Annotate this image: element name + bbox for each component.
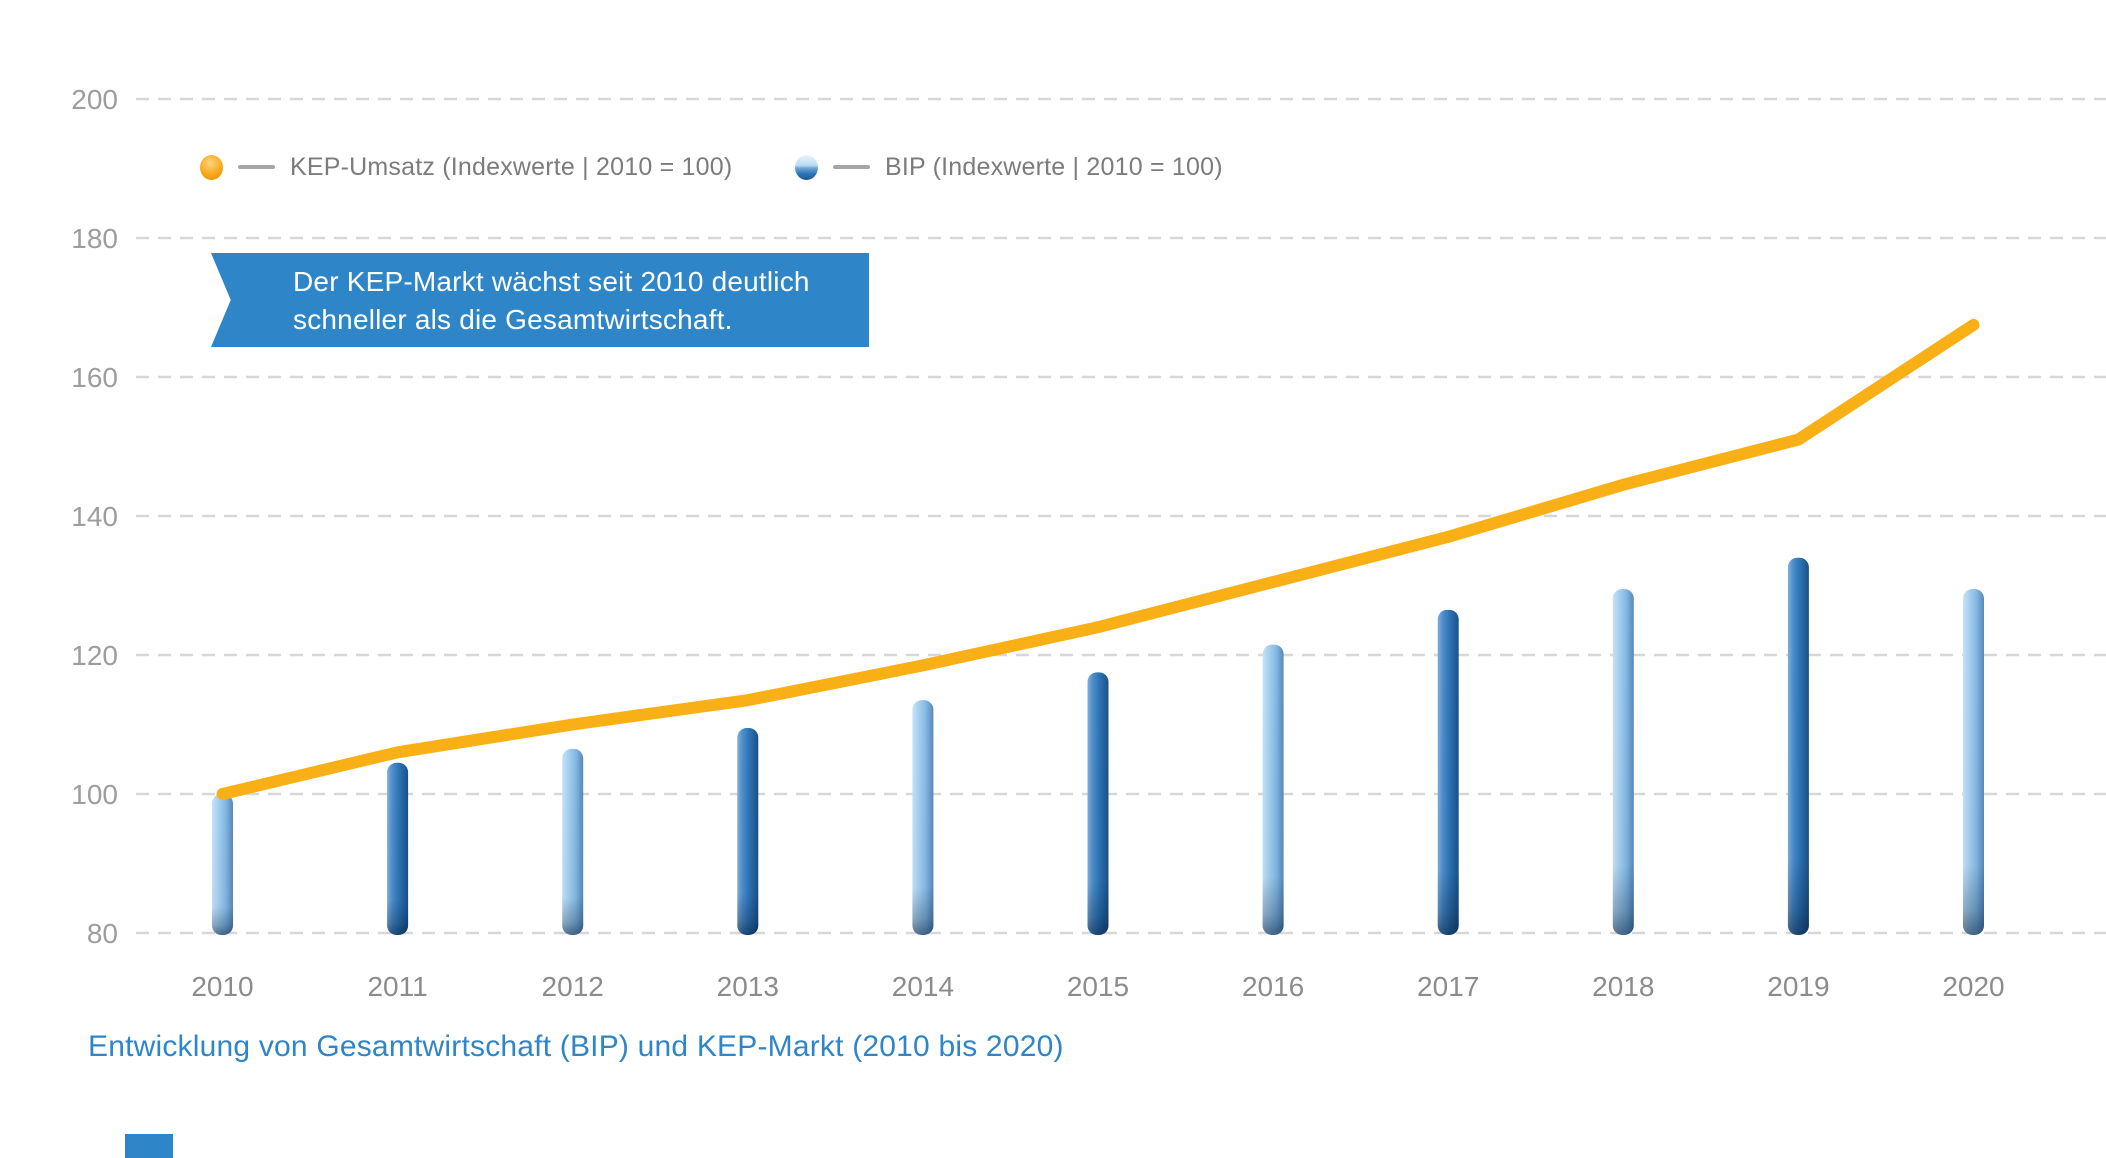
bip-bar-shade — [1087, 672, 1109, 935]
legend-dash-icon — [238, 165, 275, 169]
callout-text-line2: schneller als die Gesamtwirtschaft. — [293, 303, 733, 335]
y-tick-label: 160 — [71, 362, 118, 393]
x-tick-label: 2013 — [717, 971, 779, 1002]
legend-dash-icon — [833, 165, 870, 169]
kep-line — [216, 318, 1980, 800]
kep-sphere-icon — [200, 154, 223, 180]
bip-bar-shade — [1787, 557, 1809, 935]
bip-bar-shade — [1262, 644, 1284, 935]
callout-text-line1: Der KEP-Markt wächst seit 2010 deutlich — [293, 265, 810, 297]
y-tick-label: 180 — [71, 223, 118, 254]
y-tick-label: 200 — [71, 84, 118, 115]
legend-label-kep: KEP-Umsatz (Indexwerte | 2010 = 100) — [290, 152, 733, 181]
legend-label-bip: BIP (Indexwerte | 2010 = 100) — [885, 152, 1223, 181]
chart-caption: Entwicklung von Gesamtwirtschaft (BIP) u… — [88, 1030, 1064, 1063]
bip-bar-shade — [1437, 609, 1459, 935]
y-tick-label: 80 — [87, 918, 118, 949]
x-tick-label: 2012 — [542, 971, 604, 1002]
bip-bar-shade — [1963, 588, 1984, 935]
x-tick-label: 2018 — [1592, 971, 1654, 1002]
y-tick-label: 100 — [71, 779, 118, 810]
callout-banner: Der KEP-Markt wächst seit 2010 deutlich … — [211, 253, 869, 347]
legend-item-kep: KEP-Umsatz (Indexwerte | 2010 = 100) — [200, 152, 732, 182]
x-tick-label: 2019 — [1767, 971, 1829, 1002]
x-tick-label: 2017 — [1417, 971, 1479, 1002]
y-tick-label: 120 — [71, 640, 118, 671]
x-tick-label: 2016 — [1242, 971, 1304, 1002]
x-tick-label: 2011 — [367, 971, 427, 1002]
x-tick-label: 2010 — [191, 971, 253, 1002]
bip-bar-shade — [912, 700, 934, 935]
x-tick-label: 2014 — [892, 971, 954, 1002]
y-tick-label: 140 — [71, 501, 118, 532]
bip-bar-shade — [212, 794, 233, 935]
x-tick-label: 2015 — [1067, 971, 1129, 1002]
bip-sphere-icon — [795, 154, 818, 180]
legend-item-bip: BIP (Indexwerte | 2010 = 100) — [795, 152, 1223, 182]
bip-bar-shade — [737, 727, 759, 935]
accent-square — [125, 1134, 173, 1158]
bip-bar-shade — [562, 748, 584, 935]
bip-bar-shade — [387, 762, 409, 935]
bip-bar-shade — [1612, 588, 1634, 935]
x-tick-label: 2020 — [1942, 971, 2004, 1002]
